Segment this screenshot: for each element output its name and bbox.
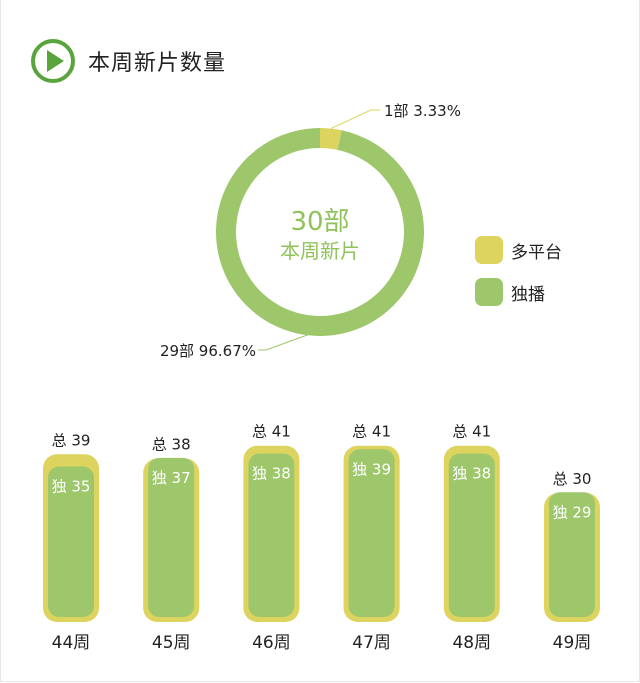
page-title: 本周新片数量 xyxy=(88,51,227,76)
section-header: 本周新片数量 xyxy=(30,38,226,84)
center-label: 本周新片 xyxy=(280,239,360,263)
legend-swatch-exclusive xyxy=(475,278,503,306)
legend-label-exclusive: 独播 xyxy=(511,284,545,305)
leader-line-multi xyxy=(330,109,380,130)
center-count: 30部 xyxy=(290,207,349,237)
legend-swatch-multi xyxy=(475,236,503,264)
legend-item-multi: 多平台 xyxy=(475,235,562,265)
slice-label-multi: 1部 3.33% xyxy=(384,102,461,120)
legend-item-exclusive: 独播 xyxy=(475,277,562,307)
leader-line-exclusive xyxy=(258,333,311,351)
slice-label-exclusive: 29部 96.67% xyxy=(160,342,256,360)
legend-label-multi: 多平台 xyxy=(511,242,562,263)
donut-slice-multi xyxy=(320,128,342,150)
legend: 多平台 独播 xyxy=(475,235,562,319)
play-icon xyxy=(31,39,75,83)
